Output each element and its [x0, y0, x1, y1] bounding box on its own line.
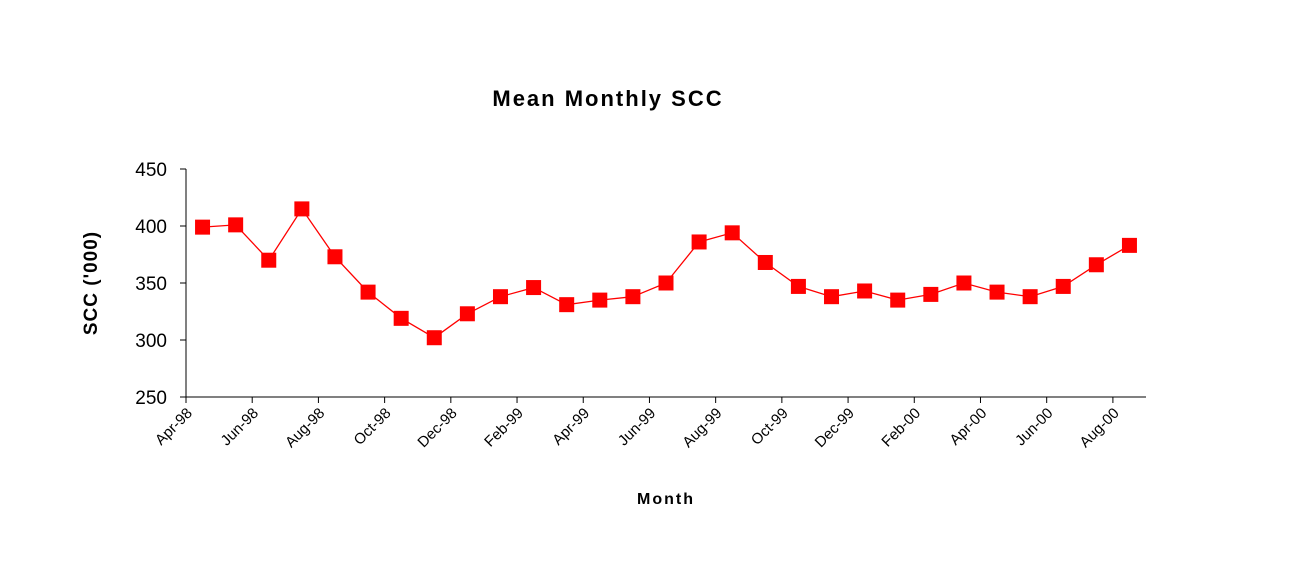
data-point-marker: [393, 310, 409, 326]
x-tick-label: Oct-98: [351, 405, 395, 449]
x-tick-label: Jun-99: [615, 405, 659, 449]
data-point-marker: [1055, 278, 1071, 294]
data-point-marker: [956, 275, 972, 291]
x-tick-label: Jun-98: [218, 405, 262, 449]
x-tick-label: Aug-00: [1076, 405, 1122, 451]
data-point-marker: [459, 306, 475, 322]
y-tick-label: 250: [135, 388, 167, 409]
y-ticks: 250 300 350 400 450: [135, 160, 186, 409]
x-tick-label: Aug-99: [679, 405, 725, 451]
x-tick-label: Jun-00: [1012, 405, 1056, 449]
x-tick-label: Dec-98: [414, 405, 460, 451]
data-point-marker: [360, 284, 376, 300]
data-point-marker: [1022, 289, 1038, 305]
data-point-marker: [261, 252, 277, 268]
x-tick-label: Feb-99: [481, 405, 527, 451]
y-tick-label: 400: [135, 217, 167, 238]
data-point-marker: [790, 278, 806, 294]
x-ticks: Apr-98 Jun-98 Aug-98 Oct-98 Dec-98 Feb-99 Apr-…: [152, 397, 1123, 451]
chart-title: Mean Monthly SCC: [492, 86, 723, 111]
data-point-marker: [228, 217, 244, 233]
x-tick-label: Apr-99: [549, 405, 593, 449]
data-point-marker: [691, 234, 707, 250]
data-point-marker: [757, 254, 773, 270]
y-tick-label: 450: [135, 160, 167, 181]
x-axis-label: Month: [637, 491, 695, 508]
data-point-marker: [989, 284, 1005, 300]
data-point-marker: [592, 292, 608, 308]
data-point-marker: [327, 249, 343, 265]
x-tick-label: Apr-00: [946, 405, 990, 449]
data-point-marker: [890, 292, 906, 308]
data-point-marker: [923, 286, 939, 302]
data-point-marker: [195, 219, 211, 235]
data-point-marker: [492, 289, 508, 305]
data-point-marker: [426, 330, 442, 346]
data-point-marker: [625, 289, 641, 305]
x-tick-label: Aug-98: [282, 405, 328, 451]
data-point-marker: [724, 225, 740, 241]
y-tick-label: 300: [135, 331, 167, 352]
data-point-marker: [559, 297, 575, 313]
series-line: [202, 207, 1130, 339]
data-point-marker: [294, 201, 310, 217]
data-point-marker: [526, 280, 542, 296]
x-tick-label: Feb-00: [878, 405, 924, 451]
data-point-marker: [1088, 257, 1104, 273]
data-point-marker: [1121, 237, 1137, 253]
data-point-marker: [658, 275, 674, 291]
y-axis-label: SCC ('000): [81, 231, 102, 335]
y-tick-label: 350: [135, 274, 167, 295]
x-tick-label: Oct-99: [748, 405, 792, 449]
data-point-marker: [857, 283, 873, 299]
x-tick-label: Dec-99: [812, 405, 858, 451]
series-group: [195, 201, 1137, 346]
data-point-marker: [824, 289, 840, 305]
x-tick-label: Apr-98: [152, 405, 196, 449]
